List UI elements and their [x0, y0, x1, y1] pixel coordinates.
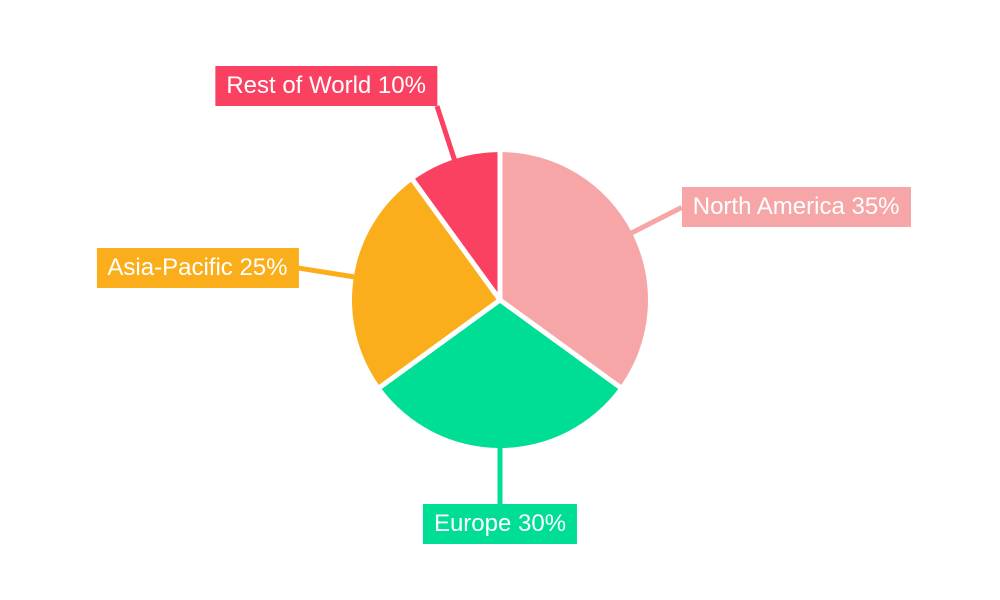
pie-slice-europe [380, 300, 620, 448]
leader-line-asia-pacific [298, 265, 356, 280]
pie-slice-north-america [500, 152, 649, 387]
slice-label-rest-of-world: Rest of World 10% [215, 65, 437, 106]
slice-label-asia-pacific: Asia-Pacific 25% [96, 248, 299, 289]
pie-slice-asia-pacific [352, 180, 500, 387]
slice-separator [378, 297, 502, 390]
leader-line-rest-of-world [434, 105, 457, 161]
slice-label-europe: Europe 30% [422, 504, 578, 544]
pie-slice-rest-of-world [413, 152, 500, 300]
slice-separator [498, 297, 622, 390]
slice-label-north-america: North America 35% [681, 187, 911, 228]
slice-separator [410, 178, 503, 302]
leader-line-north-america [629, 205, 683, 236]
